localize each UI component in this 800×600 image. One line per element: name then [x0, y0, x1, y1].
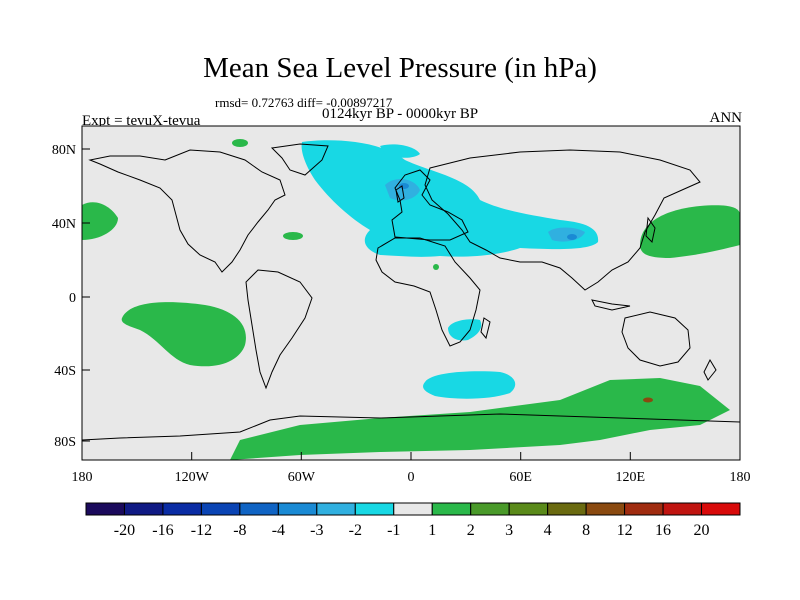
lon-label: 60E — [509, 470, 532, 485]
colorbar-swatch — [470, 502, 510, 516]
experiment-label: Expt = tevuX-tevua — [82, 113, 201, 129]
arctic-negative-region — [380, 144, 420, 158]
colorbar-label: 8 — [582, 522, 590, 539]
lat-label: 40N — [52, 217, 76, 232]
colorbar-swatch — [354, 502, 395, 516]
scandinavia-deep-negative — [399, 183, 409, 189]
season-label: ANN — [709, 110, 743, 126]
colorbar-label: -2 — [349, 522, 362, 539]
colorbar-swatch — [624, 502, 664, 516]
uk-coast — [395, 185, 405, 203]
colorbar-swatch — [123, 502, 164, 516]
atlantic-positive-blob — [283, 232, 303, 240]
colorbar-label: -12 — [191, 522, 212, 539]
colorbar-label: -20 — [114, 522, 135, 539]
lon-label: 180 — [730, 470, 751, 485]
map-title: Mean Sea Level Pressure (in hPa) — [203, 52, 597, 84]
lat-label: 80N — [52, 143, 76, 158]
colorbar-label: 20 — [694, 522, 710, 539]
lat-label: 40S — [54, 364, 76, 379]
greenland-coast — [270, 143, 329, 176]
central-asia-deep-negative — [567, 234, 577, 240]
colorbar-label: 3 — [505, 522, 513, 539]
colorbar: -20 -16 -12 -8 -4 -3 -2 -1 1 2 3 4 8 12 16 20 — [85, 502, 741, 539]
colorbar-swatch — [277, 502, 318, 516]
arctic-positive-blob — [232, 139, 248, 147]
africa-coast — [375, 237, 481, 347]
colorbar-label: -1 — [387, 522, 400, 539]
colorbar-swatch — [316, 502, 356, 516]
colorbar-swatch — [585, 502, 626, 516]
negative-anomalies — [301, 140, 599, 399]
antarctic-positive-region — [230, 378, 730, 460]
colorbar-swatch — [200, 502, 241, 516]
north-pacific-west-positive-region — [640, 205, 740, 258]
southern-africa-negative-region — [448, 319, 482, 341]
positive-anomalies — [82, 139, 740, 460]
lon-label: 180 — [72, 470, 93, 485]
colorbar-swatch — [393, 502, 433, 516]
colorbar-label: -4 — [272, 522, 285, 539]
lon-label: 60W — [288, 470, 316, 485]
colorbar-swatch — [431, 502, 472, 516]
antarctic-brown-blob — [643, 397, 653, 403]
lon-label: 120E — [616, 470, 646, 485]
antarctica-coast — [82, 413, 740, 441]
eurasia-negative-region — [301, 140, 599, 257]
colorbar-label: 4 — [544, 522, 552, 539]
colorbar-swatch — [547, 502, 587, 516]
colorbar-swatch — [662, 502, 703, 516]
colorbar-swatch — [239, 502, 279, 516]
longitude-axis: 180 120W 60W 0 60E 120E 180 — [72, 452, 751, 485]
lon-label: 0 — [408, 470, 415, 485]
colorbar-label: 12 — [617, 522, 633, 539]
colorbar-swatch — [85, 502, 125, 516]
map-panel — [82, 126, 740, 460]
asia-coast — [424, 149, 701, 291]
coastlines — [82, 143, 740, 441]
lat-label: 80S — [54, 435, 76, 450]
lat-label: 0 — [69, 291, 76, 306]
stats-text: rmsd= 0.72763 diff= -0.00897217 — [215, 95, 393, 110]
colorbar-label: 2 — [467, 522, 475, 539]
colorbar-label: 16 — [655, 522, 671, 539]
southern-ocean-negative-region — [423, 371, 516, 399]
period-text: 0124kyr BP - 0000kyr BP — [322, 106, 479, 122]
australia-coast — [621, 311, 691, 367]
colorbar-label: -3 — [310, 522, 323, 539]
latitude-axis: 80N 40N 0 40S 80S — [52, 143, 90, 450]
south-pacific-positive-region — [121, 302, 246, 367]
colorbar-label: -16 — [152, 522, 173, 539]
japan-coast — [645, 216, 656, 244]
south-america-coast — [245, 269, 313, 390]
indonesia-coast — [591, 299, 631, 311]
lon-label: 120W — [175, 470, 210, 485]
colorbar-swatch — [162, 502, 202, 516]
north-pacific-east-positive-region — [82, 202, 118, 240]
colorbar-swatch — [701, 502, 741, 516]
sahara-positive-blob — [433, 264, 439, 270]
colorbar-label: 1 — [428, 522, 436, 539]
colorbar-swatch — [508, 502, 549, 516]
north-america-coast — [88, 149, 286, 273]
deep-negative-anomalies — [399, 183, 577, 240]
colorbar-label: -8 — [233, 522, 246, 539]
new-zealand-coast — [703, 358, 717, 381]
madagascar-coast — [480, 317, 491, 340]
